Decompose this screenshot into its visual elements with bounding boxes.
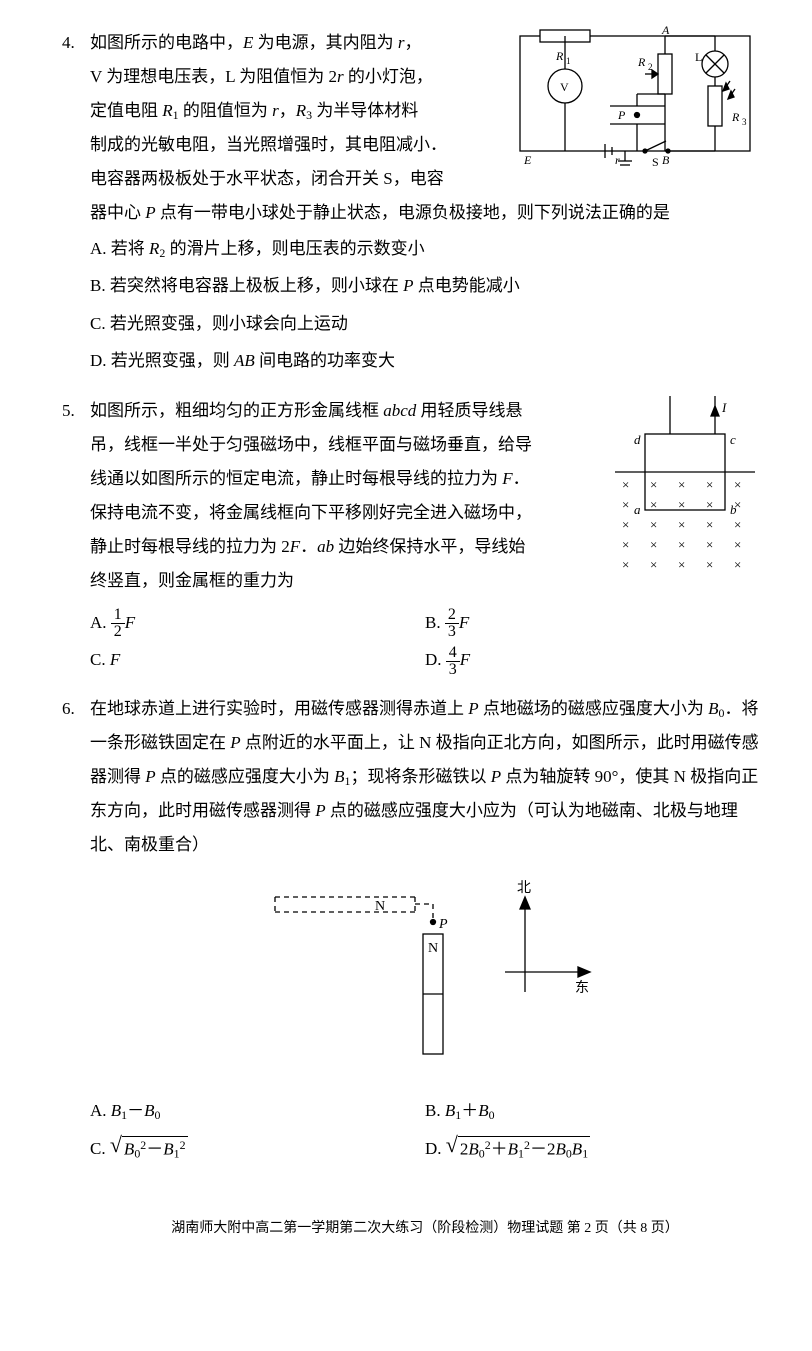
svg-text:×: ×	[678, 517, 685, 532]
svg-text:E: E	[523, 153, 532, 166]
svg-text:×: ×	[622, 557, 629, 572]
svg-text:×: ×	[650, 537, 657, 552]
svg-text:×: ×	[678, 557, 685, 572]
question-4: 4. R1 V	[90, 26, 760, 380]
options: A. B1－B0 B. B1＋B0 C. √B02－B12 D. √2B02＋B…	[90, 1092, 760, 1167]
svg-text:×: ×	[734, 537, 741, 552]
options: A. 若将 R2 的滑片上移，则电压表的示数变小 B. 若突然将电容器上极板上移…	[90, 230, 760, 380]
svg-text:L: L	[695, 50, 702, 64]
svg-text:×: ×	[706, 497, 713, 512]
option-c: C. F	[90, 641, 425, 678]
option-c: C. 若光照变强，则小球会向上运动	[90, 305, 760, 342]
question-number: 5.	[62, 394, 75, 428]
svg-text:×: ×	[734, 557, 741, 572]
svg-text:R: R	[731, 110, 740, 124]
option-b: B. 若突然将电容器上极板上移，则小球在 P 点电势能减小	[90, 267, 760, 304]
svg-text:N: N	[428, 941, 438, 956]
svg-text:B: B	[662, 153, 670, 166]
svg-text:P: P	[438, 917, 448, 932]
option-d: D. 43F	[425, 641, 760, 678]
option-d: D. 若光照变强，则 AB 间电路的功率变大	[90, 342, 760, 379]
svg-text:×: ×	[622, 537, 629, 552]
svg-text:×: ×	[734, 497, 741, 512]
question-6: 6. 在地球赤道上进行实验时，用磁传感器测得赤道上 P 点地磁场的磁感应强度大小…	[90, 692, 760, 1167]
svg-text:×: ×	[650, 477, 657, 492]
svg-text:P: P	[617, 108, 626, 122]
svg-text:R: R	[555, 49, 564, 63]
option-b: B. 23F	[425, 604, 760, 641]
svg-text:R: R	[637, 55, 646, 69]
svg-text:×: ×	[650, 517, 657, 532]
svg-text:×: ×	[650, 497, 657, 512]
question-number: 6.	[62, 692, 75, 726]
svg-text:×: ×	[622, 517, 629, 532]
svg-text:c: c	[730, 432, 736, 447]
svg-text:×: ×	[678, 497, 685, 512]
option-a: A. B1－B0	[90, 1092, 425, 1129]
svg-text:北: 北	[517, 880, 531, 896]
options: A. 12F B. 23F C. F D. 43F	[90, 604, 760, 679]
svg-text:N: N	[375, 899, 385, 914]
svg-text:I: I	[721, 400, 727, 415]
q5-figure: I d c a b ××××× ××××× ××××× ×××××	[610, 394, 760, 596]
option-c: C. √B02－B12	[90, 1130, 425, 1167]
svg-text:×: ×	[706, 477, 713, 492]
q6-figure: P N N 北 东	[90, 872, 760, 1084]
question-number: 4.	[62, 26, 75, 60]
q4-circuit-figure: R1 V A B R2	[510, 26, 760, 178]
svg-text:2: 2	[648, 62, 653, 72]
svg-text:×: ×	[706, 557, 713, 572]
svg-text:S: S	[652, 155, 659, 166]
svg-text:3: 3	[742, 117, 747, 127]
svg-text:r: r	[615, 153, 620, 166]
svg-text:×: ×	[622, 477, 629, 492]
svg-text:A: A	[661, 26, 670, 37]
svg-text:d: d	[634, 432, 641, 447]
svg-text:×: ×	[678, 537, 685, 552]
svg-text:×: ×	[734, 517, 741, 532]
question-5: 5. I d c	[90, 394, 760, 679]
svg-text:×: ×	[650, 557, 657, 572]
page-footer: 湖南师大附中高二第一学期第二次大练习（阶段检测）物理试题 第 2 页（共 8 页…	[90, 1215, 760, 1243]
option-b: B. B1＋B0	[425, 1092, 760, 1129]
svg-text:a: a	[634, 502, 641, 517]
svg-text:V: V	[560, 80, 569, 94]
stem-text: 器中心 P 点有一带电小球处于静止状态，电源负极接地，则下列说法正确的是	[90, 196, 760, 230]
svg-text:×: ×	[706, 537, 713, 552]
svg-text:1: 1	[566, 56, 571, 66]
svg-text:×: ×	[706, 517, 713, 532]
stem-text: 在地球赤道上进行实验时，用磁传感器测得赤道上 P 点地磁场的磁感应强度大小为 B…	[90, 692, 760, 862]
svg-text:×: ×	[734, 477, 741, 492]
option-a: A. 若将 R2 的滑片上移，则电压表的示数变小	[90, 230, 760, 267]
svg-text:×: ×	[622, 497, 629, 512]
svg-text:×: ×	[678, 477, 685, 492]
option-a: A. 12F	[90, 604, 425, 641]
option-d: D. √2B02＋B12－2B0B1	[425, 1130, 760, 1167]
svg-text:东: 东	[575, 980, 589, 996]
